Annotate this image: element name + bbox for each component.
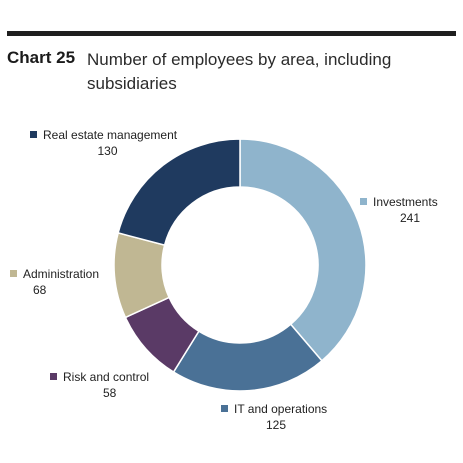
swatch-it-and-operations [221, 405, 228, 412]
label-risk-and-control: Risk and control 58 [50, 369, 149, 401]
top-rule [7, 31, 456, 36]
slice-value: 68 [33, 283, 47, 297]
label-it-and-operations: IT and operations 125 [221, 401, 331, 433]
label-investments: Investments 241 [360, 194, 438, 226]
label-administration: Administration 68 [10, 266, 99, 298]
slice-value: 125 [265, 418, 287, 432]
slice-label-text: Investments [373, 195, 438, 209]
swatch-administration [10, 270, 17, 277]
label-real-estate-management: Real estate management 130 [30, 127, 185, 159]
slice-value: 58 [103, 386, 117, 400]
slice-label-text: Real estate management [43, 128, 178, 142]
swatch-risk-and-control [50, 373, 57, 380]
slice-label-text: Risk and control [63, 370, 150, 384]
swatch-investments [360, 198, 367, 205]
slice-value: 241 [399, 211, 420, 225]
chart-title: Number of employees by area, including s… [87, 50, 392, 93]
slice-real-estate-management [117, 138, 241, 247]
slice-label-text: Administration [23, 267, 100, 281]
chart-number: Chart 25 [7, 48, 76, 67]
swatch-real-estate-management [30, 131, 37, 138]
slice-investments [239, 138, 367, 362]
slice-label-text: IT and operations [234, 402, 328, 416]
slice-value: 130 [97, 144, 118, 158]
